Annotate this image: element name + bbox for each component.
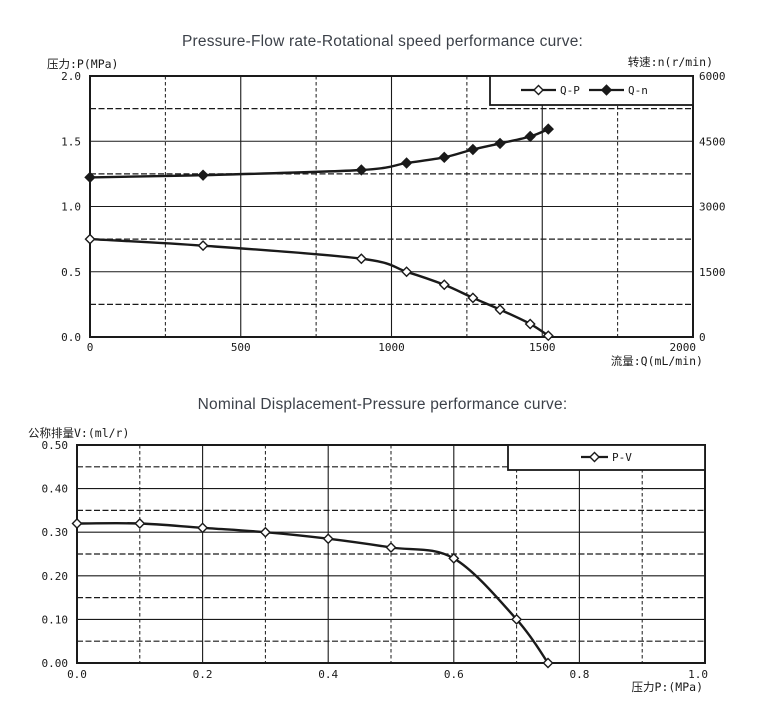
x-tick-label: 0.6 xyxy=(444,668,464,681)
marker-P-V xyxy=(511,613,523,625)
x-tick-label: 2000 xyxy=(670,341,697,354)
marker-P-V xyxy=(71,517,83,529)
marker-Q-P xyxy=(494,304,506,316)
plot-border xyxy=(89,75,694,338)
x-tick-label: 0.4 xyxy=(318,668,338,681)
y-left-tick-label: 0.5 xyxy=(61,266,81,279)
x-tick-label: 1500 xyxy=(529,341,556,354)
y-left-tick-label: 0.40 xyxy=(42,483,69,496)
pressure-flow-speed-plot: Q-P Q-n 0 500 1000 1500 2000 0.0 0.5 1.0 1.5 2.0 0 15… xyxy=(47,55,726,368)
marker-P-V xyxy=(134,517,146,529)
marker-Q-n xyxy=(438,151,450,164)
marker-Q-P xyxy=(197,240,209,252)
marker-Q-P xyxy=(438,279,450,291)
marker-Q-n xyxy=(467,143,479,156)
legend-label-Q-n: Q-n xyxy=(628,84,648,97)
y-left-tick-label: 0.30 xyxy=(42,526,69,539)
y-left-tick-label: 0.20 xyxy=(42,570,69,583)
marker-Q-P xyxy=(84,233,96,245)
x-tick-label: 0 xyxy=(87,341,94,354)
x-axis-label: 流量:Q(mL/min) xyxy=(611,354,703,368)
marker-Q-P xyxy=(401,266,413,278)
marker-Q-n xyxy=(355,164,368,176)
chart1-title: Pressure-Flow rate-Rotational speed perf… xyxy=(181,33,584,50)
series-line-Q-n xyxy=(89,127,549,179)
x-tick-label: 0.2 xyxy=(193,668,213,681)
y-left-tick-label: 0.50 xyxy=(42,439,69,452)
displacement-pressure-plot: P-V 0.0 0.2 0.4 0.6 0.8 1.0 0.00 0.10 0.20 0.30 0.4… xyxy=(28,426,708,694)
y-left-axis-label: 公称排量V:(ml/r) xyxy=(28,426,129,440)
y-left-tick-label: 1.0 xyxy=(61,201,81,214)
marker-Q-n xyxy=(494,137,506,150)
y-right-tick-label: 3000 xyxy=(699,201,726,214)
marker-Q-n xyxy=(524,130,536,143)
marker-Q-P xyxy=(467,292,479,304)
marker-Q-P xyxy=(524,318,536,330)
y-left-tick-label: 0.0 xyxy=(61,331,81,344)
marker-Q-n xyxy=(84,171,96,184)
marker-P-V xyxy=(197,522,209,534)
x-tick-label: 1000 xyxy=(378,341,405,354)
y-left-tick-label: 1.5 xyxy=(61,135,81,148)
y-right-tick-label: 1500 xyxy=(699,266,726,279)
series-line-P-V xyxy=(76,521,549,664)
marker-P-V xyxy=(385,541,397,553)
marker-Q-n xyxy=(400,157,413,169)
marker-Q-n xyxy=(197,169,209,181)
x-axis-label: 压力P:(MPa) xyxy=(632,680,703,694)
x-tick-label: 500 xyxy=(231,341,251,354)
x-tick-label: 0.8 xyxy=(569,668,589,681)
x-tick-label: 0.0 xyxy=(67,668,87,681)
plot-border xyxy=(76,444,706,664)
marker-P-V xyxy=(542,657,554,669)
marker-Q-P xyxy=(355,253,367,265)
y-left-tick-label: 0.10 xyxy=(42,613,69,626)
y-left-axis-label: 压力:P(MPa) xyxy=(47,57,118,71)
legend-marker-Q-P xyxy=(533,84,544,96)
legend-marker-P-V xyxy=(589,451,600,463)
y-right-axis-label: 转速:n(r/min) xyxy=(628,55,713,69)
x-tick-label: 1.0 xyxy=(688,668,708,681)
y-left-tick-label: 2.0 xyxy=(61,70,81,83)
series-line-Q-P xyxy=(89,237,549,337)
marker-Q-P xyxy=(542,330,554,342)
marker-Q-n xyxy=(542,123,554,135)
y-left-tick-label: 0.00 xyxy=(42,657,69,670)
marker-P-V xyxy=(259,526,271,538)
legend-label-Q-P: Q-P xyxy=(560,84,580,97)
y-right-tick-label: 0 xyxy=(699,331,706,344)
y-right-tick-label: 4500 xyxy=(699,135,726,148)
y-right-tick-label: 6000 xyxy=(699,70,726,83)
chart2-title: Nominal Displacement-Pressure performanc… xyxy=(197,396,568,413)
legend-label-P-V: P-V xyxy=(612,451,632,464)
marker-P-V xyxy=(448,552,460,564)
legend-marker-Q-n xyxy=(600,84,613,96)
marker-P-V xyxy=(322,533,334,545)
